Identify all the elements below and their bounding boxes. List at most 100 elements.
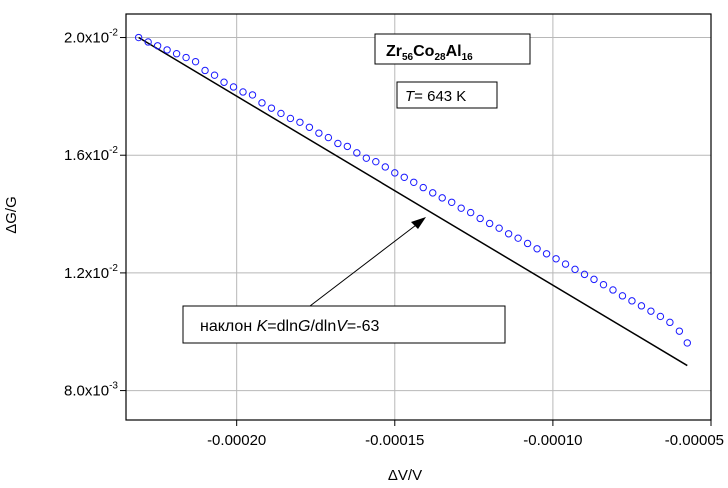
slope-prefix: наклон <box>200 318 257 335</box>
y-axis-ticks: 8.0x10-31.2x10-21.6x10-22.0x10-2 <box>64 28 126 400</box>
data-point <box>191 57 200 66</box>
data-point <box>523 239 532 248</box>
y-tick-exponent: -3 <box>109 381 118 392</box>
data-point <box>305 123 314 131</box>
y-tick-label: 1.6x10-2 <box>64 145 118 164</box>
data-point <box>637 302 646 310</box>
data-point <box>514 234 522 242</box>
y-tick-mantissa: 2.0x10 <box>64 30 109 47</box>
y-axis-label: ΔG/G <box>3 196 20 234</box>
data-points <box>134 33 691 347</box>
data-point <box>457 204 465 212</box>
data-point <box>476 214 484 223</box>
annotation-arrow-line <box>309 221 421 307</box>
data-point <box>324 133 333 142</box>
slope-g: G <box>298 318 310 335</box>
data-point <box>267 104 276 112</box>
data-point <box>448 198 456 206</box>
data-point <box>258 99 266 107</box>
data-point <box>410 178 418 186</box>
composition-label: Zr56Co28Al16 <box>374 33 531 65</box>
data-point <box>286 114 295 123</box>
data-point <box>296 118 304 126</box>
data-point <box>683 339 691 347</box>
data-point <box>599 280 608 289</box>
data-point <box>495 224 503 232</box>
data-point <box>163 46 171 54</box>
grid-lines <box>126 14 712 420</box>
fit-line-segment <box>138 36 688 367</box>
element-al: Al <box>446 43 462 60</box>
data-point <box>466 208 475 217</box>
data-point <box>590 275 598 284</box>
data-point <box>248 91 257 99</box>
data-point <box>353 149 361 157</box>
x-axis-ticks: -0.00020 -0.00015 -0.00010 -0.00005 <box>207 420 724 449</box>
data-point <box>561 260 570 268</box>
slope-v: V <box>336 318 348 335</box>
data-point <box>201 66 209 75</box>
data-point <box>666 318 674 327</box>
y-tick-exponent: -2 <box>109 145 118 156</box>
slope-value: =-63 <box>347 318 380 335</box>
y-tick-label: 2.0x10-2 <box>64 28 118 47</box>
data-point <box>571 265 579 274</box>
y-tick-exponent: -2 <box>109 28 118 39</box>
data-point <box>618 292 627 300</box>
y-tick-exponent: -2 <box>109 263 118 274</box>
data-point <box>533 245 541 253</box>
slope-label: наклон K=dlnG/dlnV=-63 <box>182 305 506 344</box>
temperature-symbol: T <box>405 88 416 105</box>
x-tick-label: -0.00005 <box>665 432 724 449</box>
data-point <box>334 139 342 148</box>
data-point <box>647 307 655 315</box>
x-tick-label: -0.00020 <box>207 432 266 449</box>
subscript-zr: 56 <box>402 52 414 63</box>
temperature-value: = 643 K <box>414 88 466 105</box>
x-tick-label: -0.00010 <box>523 432 582 449</box>
data-point <box>153 42 162 50</box>
data-point <box>429 189 437 197</box>
data-point <box>628 297 636 305</box>
data-point <box>182 53 190 62</box>
svg-text:T= 643 K: T= 643 K <box>405 88 466 105</box>
data-point <box>609 286 617 294</box>
data-point <box>675 327 684 335</box>
x-tick-label: -0.00015 <box>365 432 424 449</box>
y-tick-mantissa: 8.0x10 <box>64 383 109 400</box>
data-point <box>144 38 152 46</box>
data-point <box>580 270 589 279</box>
y-tick-mantissa: 1.2x10 <box>64 265 109 282</box>
svg-text:наклон K=dlnG/dlnV=-63: наклон K=dlnG/dlnV=-63 <box>200 318 379 335</box>
data-point <box>438 194 446 202</box>
svg-text:Zr56Co28Al16: Zr56Co28Al16 <box>386 43 473 63</box>
annotation-arrow-head <box>411 217 426 229</box>
element-co: Co <box>413 43 435 60</box>
data-point <box>391 169 399 177</box>
temperature-label: T= 643 K <box>396 81 498 109</box>
data-point <box>400 173 408 181</box>
x-axis-label: ΔV/V <box>388 467 422 484</box>
fit-line <box>138 36 688 367</box>
data-point <box>552 255 560 263</box>
data-point <box>504 230 513 238</box>
slope-k: K <box>257 318 269 335</box>
data-point <box>656 312 665 321</box>
data-point <box>485 219 494 228</box>
data-point <box>210 71 219 79</box>
y-tick-label: 1.2x10-2 <box>64 263 118 282</box>
slope-eq: =dln <box>267 318 298 335</box>
element-zr: Zr <box>386 43 402 60</box>
data-point <box>419 183 427 192</box>
data-point <box>277 109 285 118</box>
plot-frame <box>125 13 712 421</box>
data-point <box>372 157 380 166</box>
data-point <box>315 129 323 137</box>
data-point <box>362 154 371 162</box>
data-point <box>172 50 181 58</box>
data-point <box>220 78 228 86</box>
y-tick-mantissa: 1.6x10 <box>64 147 109 164</box>
data-point <box>343 142 352 151</box>
slope-mid: /dln <box>310 318 336 335</box>
